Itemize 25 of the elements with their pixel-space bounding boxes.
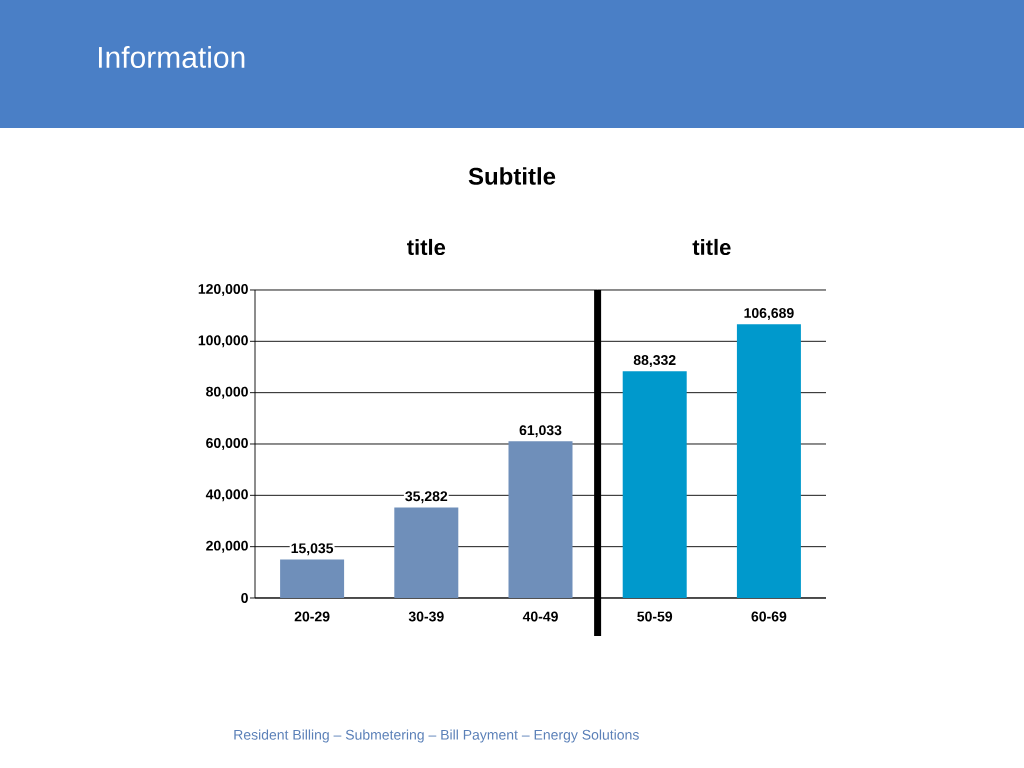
data-label: 88,332 <box>633 355 676 368</box>
y-tick-label: 40,000 <box>205 489 248 502</box>
y-tick-label: 100,000 <box>198 335 248 348</box>
chart-title: title <box>407 238 446 256</box>
y-tick-label: 120,000 <box>198 284 248 296</box>
x-tick-label: 30-39 <box>408 611 444 622</box>
y-tick-label: 20,000 <box>206 540 248 553</box>
y-tick-label: 60,000 <box>206 438 248 450</box>
bar <box>280 559 345 598</box>
x-tick-label: 50-59 <box>637 611 673 622</box>
bar <box>508 441 573 598</box>
y-tick-label: 80,000 <box>206 386 248 399</box>
data-label: 15,035 <box>291 543 334 556</box>
data-label: 106,689 <box>744 308 794 320</box>
data-label: 35,282 <box>405 491 448 504</box>
bar <box>394 507 459 598</box>
text: Subtitle <box>468 167 556 185</box>
text: Information <box>98 45 245 69</box>
y-tick-label: 0 <box>241 593 248 603</box>
x-tick-label: 20-29 <box>294 611 330 622</box>
data-label: 61,033 <box>519 425 562 438</box>
x-tick-label: 40-49 <box>522 611 558 622</box>
x-tick-label: 60-69 <box>751 611 787 622</box>
chart-title: title <box>692 238 731 256</box>
text: Resident Billing – Submetering – Bill Payment – Energy Solutions <box>234 729 639 743</box>
